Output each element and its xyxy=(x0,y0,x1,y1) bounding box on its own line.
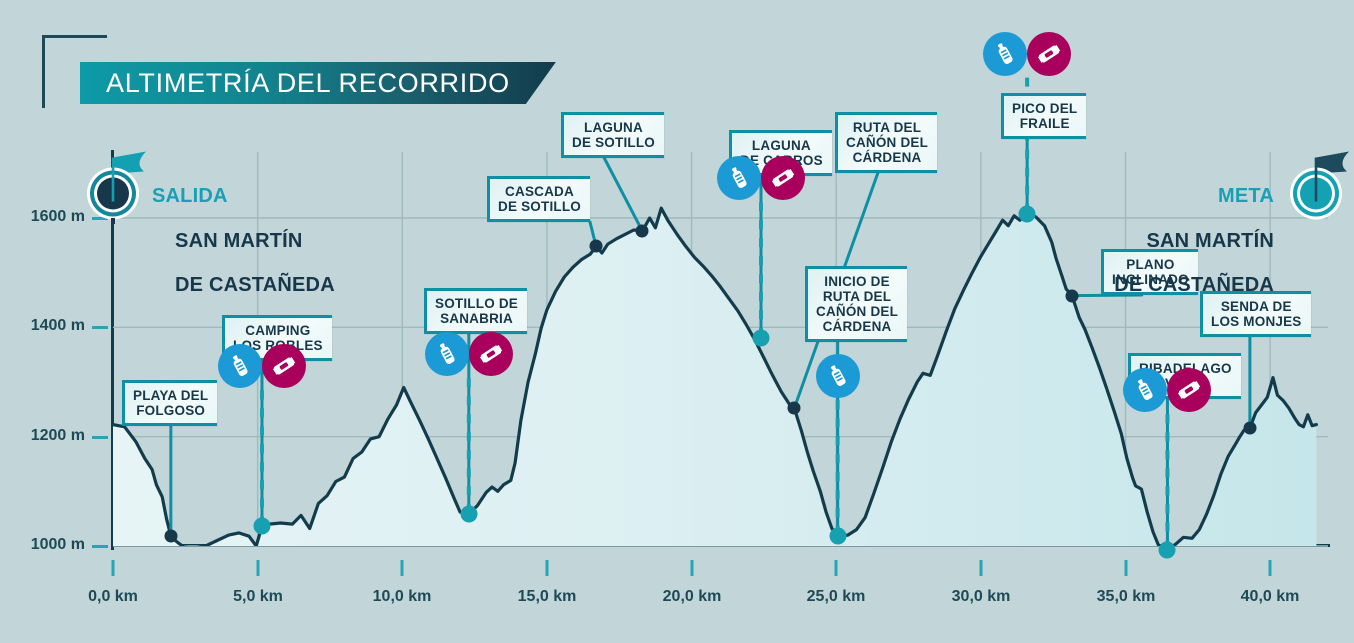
aid-station-dot[interactable] xyxy=(460,505,478,523)
x-tick-label: 30,0 km xyxy=(951,588,1011,605)
flag-icon xyxy=(113,151,146,174)
food-badge[interactable] xyxy=(261,344,306,389)
callout-box[interactable]: PLANO INCLINADO xyxy=(1101,249,1198,296)
callout-box[interactable]: PLAYA DEL FOLGOSO xyxy=(122,380,218,427)
finish-name-1: SAN MARTÍN xyxy=(1146,229,1274,252)
water-badge[interactable] xyxy=(815,354,860,399)
start-name-2: DE CASTAÑEDA xyxy=(175,274,335,297)
start-label: SALIDA SAN MARTÍN DE CASTAÑEDA xyxy=(152,140,335,319)
finish-name-2: DE CASTAÑEDA xyxy=(1114,274,1274,297)
callout-box[interactable]: RUTA DEL CAÑÓN DEL CÁRDENA xyxy=(835,112,938,174)
water-bottle-icon xyxy=(998,42,1013,64)
y-tick-label: 1200 m xyxy=(30,427,85,444)
y-tick-mark xyxy=(92,436,108,439)
x-tick-label: 25,0 km xyxy=(806,588,866,605)
aid-station-dot[interactable] xyxy=(829,527,847,545)
x-tick-label: 35,0 km xyxy=(1096,588,1156,605)
start-marker[interactable] xyxy=(78,144,148,227)
y-tick-label: 1400 m xyxy=(30,317,85,334)
callout-box[interactable]: LAGUNA DE SOTILLO xyxy=(561,112,664,159)
water-bottle-icon xyxy=(232,355,248,377)
water-bottle-icon xyxy=(1138,379,1154,401)
poi-marker-dot[interactable] xyxy=(1065,289,1079,303)
x-tick-label: 20,0 km xyxy=(662,588,722,605)
y-tick-label: 1000 m xyxy=(30,536,85,553)
energy-gel-icon xyxy=(1038,44,1061,63)
x-tick-mark xyxy=(979,560,983,576)
poi-marker-dot[interactable] xyxy=(787,401,801,415)
callout-box[interactable]: SOTILLO DE SANABRIA xyxy=(424,288,527,335)
start-name-1: SAN MARTÍN xyxy=(175,229,303,252)
food-badge[interactable] xyxy=(468,332,513,377)
x-tick-label: 10,0 km xyxy=(372,588,432,605)
water-badge[interactable] xyxy=(217,344,262,389)
callout-box[interactable]: INICIO DE RUTA DEL CAÑÓN DEL CÁRDENA xyxy=(805,266,908,343)
x-axis-line xyxy=(111,544,1330,547)
y-tick-mark xyxy=(92,326,108,329)
food-badge[interactable] xyxy=(761,156,805,201)
energy-gel-icon xyxy=(1178,381,1201,400)
food-badge[interactable] xyxy=(1167,368,1212,413)
x-tick-mark xyxy=(400,560,404,576)
finish-label: META SAN MARTÍN DE CASTAÑEDA xyxy=(1091,140,1274,319)
water-badge[interactable] xyxy=(983,31,1028,76)
water-bottle-icon xyxy=(731,167,747,189)
x-tick-label: 0,0 km xyxy=(88,588,138,605)
water-badge[interactable] xyxy=(1123,368,1168,413)
water-badge[interactable] xyxy=(717,156,761,201)
corner-bracket-decoration xyxy=(42,35,107,108)
callout-box[interactable]: CASCADA DE SOTILLO xyxy=(487,176,590,223)
x-tick-mark xyxy=(690,560,694,576)
y-axis-line xyxy=(111,150,114,550)
y-tick-mark xyxy=(92,545,108,548)
x-tick-mark xyxy=(111,560,115,576)
chart-title-banner: ALTIMETRÍA DEL RECORRIDO xyxy=(80,62,556,104)
x-tick-mark xyxy=(256,560,260,576)
energy-gel-icon xyxy=(479,345,503,364)
aid-station-dot[interactable] xyxy=(1158,541,1176,559)
start-kicker: SALIDA xyxy=(152,184,228,207)
x-tick-mark xyxy=(1268,560,1272,576)
finish-kicker: META xyxy=(1218,184,1274,207)
x-tick-label: 5,0 km xyxy=(233,588,283,605)
finish-marker[interactable] xyxy=(1281,144,1351,227)
x-tick-mark xyxy=(1124,560,1128,576)
flag-icon xyxy=(1316,151,1349,174)
aid-station-dot[interactable] xyxy=(253,517,271,535)
aid-station-dot[interactable] xyxy=(752,329,770,347)
food-badge[interactable] xyxy=(1027,31,1072,76)
page-title: ALTIMETRÍA DEL RECORRIDO xyxy=(106,67,510,98)
callout-box[interactable]: SENDA DE LOS MONJES xyxy=(1200,291,1311,338)
leader-line xyxy=(602,156,644,233)
x-tick-mark xyxy=(834,560,838,576)
poi-marker-dot[interactable] xyxy=(164,529,178,543)
aid-station-dot[interactable] xyxy=(1018,205,1036,223)
water-bottle-icon xyxy=(439,343,455,365)
y-tick-mark xyxy=(92,217,108,220)
x-tick-label: 15,0 km xyxy=(517,588,577,605)
poi-marker-dot[interactable] xyxy=(589,239,603,253)
energy-gel-icon xyxy=(771,169,795,188)
y-tick-label: 1600 m xyxy=(30,208,85,225)
poi-marker-dot[interactable] xyxy=(1243,421,1257,435)
poi-marker-dot[interactable] xyxy=(635,224,649,238)
x-tick-mark xyxy=(545,560,549,576)
x-tick-label: 40,0 km xyxy=(1240,588,1300,605)
water-badge[interactable] xyxy=(424,332,469,377)
water-bottle-icon xyxy=(830,365,846,387)
energy-gel-icon xyxy=(272,357,296,376)
aid-dashed-connectors xyxy=(259,77,1170,544)
start-marker-stem xyxy=(111,218,115,224)
callout-box[interactable]: PICO DEL FRAILE xyxy=(1001,93,1087,140)
